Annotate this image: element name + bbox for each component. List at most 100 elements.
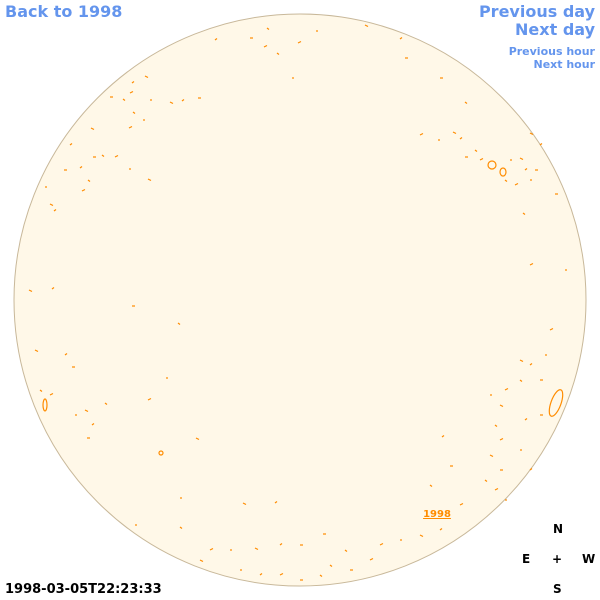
- previous-day-link[interactable]: Previous day: [478, 2, 595, 21]
- contour-dash: [514, 182, 519, 186]
- contour-dash: [519, 157, 524, 161]
- contour-dash: [90, 127, 95, 131]
- contour-dash: [147, 178, 152, 182]
- timestamp: 1998-03-05T22:23:33: [5, 582, 162, 597]
- contour-dash: [439, 528, 443, 531]
- contour-dash: [494, 487, 499, 491]
- contour-dash: [369, 557, 374, 561]
- compass-south: S: [553, 582, 562, 596]
- compass-north: N: [553, 522, 564, 536]
- contour-dash: [529, 132, 534, 136]
- contour-dash: [529, 363, 533, 366]
- year-label[interactable]: 1998: [423, 509, 451, 520]
- contour-dash: [53, 209, 57, 212]
- contour-dash: [479, 157, 484, 161]
- contour-dash: [254, 547, 259, 551]
- contour-dash: [114, 154, 119, 158]
- contour-dash: [91, 423, 95, 426]
- contour: [487, 160, 497, 170]
- contour-dash: [122, 98, 126, 101]
- next-hour-link[interactable]: Next hour: [533, 58, 596, 71]
- compass-east: E: [522, 552, 531, 566]
- contour-dash: [64, 353, 68, 356]
- contour-dash: [266, 27, 270, 30]
- contour-dash: [519, 359, 524, 363]
- contour-dash: [319, 574, 323, 577]
- contour-dash: [49, 203, 54, 207]
- contour-dash: [419, 534, 424, 538]
- contour-dash: [195, 437, 200, 441]
- contour-dash: [28, 289, 33, 293]
- contour-dash: [81, 188, 86, 192]
- contour-dash: [34, 349, 39, 353]
- contour-dash: [199, 559, 204, 563]
- solar-disk: [13, 13, 587, 587]
- contour-dash: [379, 542, 384, 546]
- contour-dash: [276, 52, 280, 55]
- contour-dash: [79, 166, 83, 169]
- contour: [42, 398, 48, 412]
- contour-dash: [452, 131, 457, 135]
- contour: [548, 389, 564, 417]
- contour-dash: [459, 137, 463, 140]
- contours: [28, 24, 567, 581]
- contour-dash: [179, 526, 183, 529]
- contour-dash: [177, 322, 181, 325]
- contour-dash: [259, 573, 263, 576]
- contour-dash: [181, 99, 185, 102]
- contour-dash: [131, 81, 135, 84]
- contour-dash: [464, 101, 468, 104]
- contour-dash: [489, 454, 494, 458]
- contour-dash: [459, 502, 464, 506]
- contour: [158, 450, 164, 456]
- contour-dash: [84, 409, 89, 413]
- contour-dash: [279, 543, 283, 546]
- contour-dash: [524, 168, 528, 171]
- contour-dash: [549, 327, 554, 331]
- contour-dash: [69, 143, 73, 146]
- contour-dash: [504, 179, 508, 182]
- contour-dash: [522, 212, 526, 215]
- contour-dash: [51, 287, 55, 290]
- contour: [499, 167, 507, 177]
- contour-dash: [101, 154, 105, 157]
- contour-dash: [279, 572, 284, 576]
- contour-dash: [129, 90, 134, 94]
- contour-dash: [429, 484, 433, 487]
- contour-dash: [214, 38, 218, 41]
- compass-west: W: [582, 552, 596, 566]
- contour-dash: [419, 132, 424, 136]
- contour-dash: [539, 143, 543, 146]
- previous-hour-link[interactable]: Previous hour: [508, 45, 595, 58]
- contour-dash: [399, 37, 403, 40]
- contour-dash: [504, 387, 509, 391]
- contour-dash: [263, 44, 268, 48]
- contour-dash: [474, 149, 478, 152]
- contour-dash: [519, 379, 523, 382]
- contour-dash: [147, 397, 152, 401]
- contour-dash: [529, 468, 533, 471]
- contour-dash: [499, 437, 504, 441]
- contour-dash: [49, 392, 54, 396]
- contour-dash: [209, 547, 214, 551]
- contour-dash: [441, 435, 445, 438]
- contour-dash: [274, 501, 278, 504]
- contour-dash: [132, 111, 136, 114]
- next-day-link[interactable]: Next day: [515, 20, 595, 39]
- back-link[interactable]: Back to 1998: [5, 2, 123, 21]
- contour-dash: [529, 262, 534, 266]
- contour-dash: [484, 479, 488, 482]
- contour-dash: [104, 402, 108, 405]
- contour-dash: [128, 125, 133, 129]
- contour-dash: [87, 179, 91, 182]
- compass-center: +: [552, 552, 563, 566]
- contour-dash: [524, 418, 528, 421]
- contour-dash: [297, 40, 302, 44]
- contour-dash: [329, 564, 333, 567]
- contour-dash: [494, 424, 498, 427]
- contour-dash: [144, 75, 149, 79]
- contour-dash: [499, 404, 504, 408]
- contour-dash: [242, 502, 247, 506]
